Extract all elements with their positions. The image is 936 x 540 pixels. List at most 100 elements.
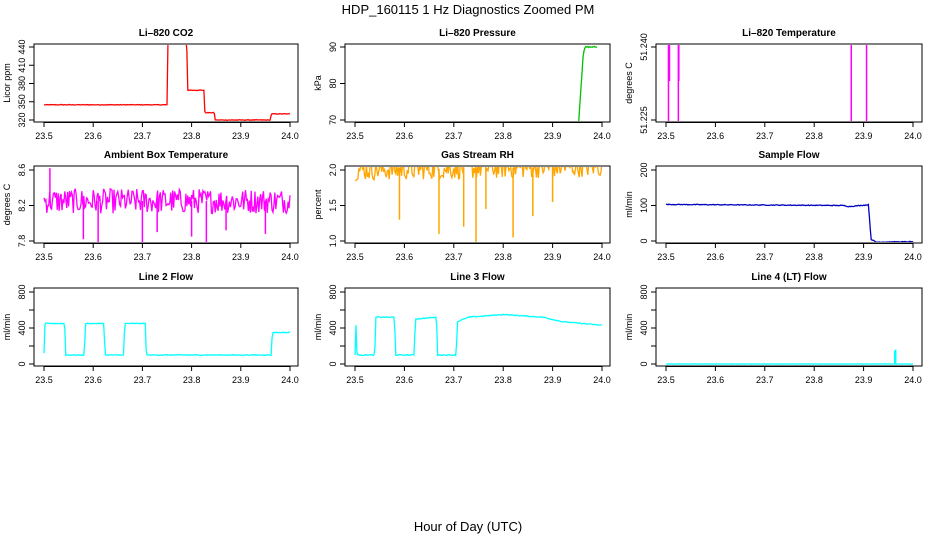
series-line bbox=[43, 322, 291, 357]
y-axis-label: ml/min bbox=[2, 314, 12, 341]
x-tick-label: 24.0 bbox=[593, 131, 611, 141]
series-line bbox=[354, 313, 603, 357]
series-line bbox=[354, 167, 603, 182]
x-tick-label: 24.0 bbox=[281, 131, 299, 141]
panel-title: Line 2 Flow bbox=[139, 272, 194, 283]
panel-title: Sample Flow bbox=[758, 150, 819, 161]
x-tick-label: 23.6 bbox=[707, 252, 725, 262]
y-tick-label: 90 bbox=[328, 42, 338, 52]
x-tick-label: 23.7 bbox=[756, 252, 774, 262]
y-tick-label: 0 bbox=[328, 361, 338, 366]
panel-title: Li–820 Temperature bbox=[742, 28, 836, 39]
y-axis-label: kPa bbox=[313, 75, 323, 91]
x-tick-label: 23.5 bbox=[346, 131, 364, 141]
y-tick-label: 80 bbox=[328, 78, 338, 88]
x-tick-label: 23.8 bbox=[805, 131, 823, 141]
series-line bbox=[665, 203, 914, 242]
x-tick-label: 23.6 bbox=[396, 252, 414, 262]
y-tick-label: 70 bbox=[328, 115, 338, 125]
x-tick-label: 23.7 bbox=[756, 131, 774, 141]
y-tick-label: 410 bbox=[17, 58, 27, 73]
x-tick-label: 23.5 bbox=[346, 375, 364, 385]
figure-x-label: Hour of Day (UTC) bbox=[414, 519, 522, 534]
series-line bbox=[43, 186, 291, 215]
figure-title: HDP_160115 1 Hz Diagnostics Zoomed PM bbox=[342, 2, 595, 17]
panel-8: Line 3 Flow ml/min 23.5 23.6 23.7 23.8 23.9 24.… bbox=[313, 272, 611, 385]
y-tick-label: 0 bbox=[639, 361, 649, 366]
x-tick-label: 23.9 bbox=[855, 252, 873, 262]
x-tick-label: 23.5 bbox=[35, 131, 53, 141]
panel-5: Gas Stream RH percent 23.5 23.6 23.7 23.8 23.9… bbox=[313, 150, 611, 262]
y-axis-label: percent bbox=[313, 189, 323, 220]
series-line bbox=[43, 45, 291, 121]
x-tick-label: 23.7 bbox=[134, 131, 152, 141]
y-tick-label: 400 bbox=[17, 320, 27, 335]
panel-4: Ambient Box Temperature degrees C 23.5 23.6… bbox=[2, 150, 299, 262]
panel-title: Line 3 Flow bbox=[450, 272, 505, 283]
x-tick-label: 23.9 bbox=[855, 375, 873, 385]
x-tick-label: 23.5 bbox=[35, 375, 53, 385]
y-tick-label: 380 bbox=[17, 76, 27, 91]
x-tick-label: 23.9 bbox=[855, 131, 873, 141]
y-tick-label: 1.5 bbox=[328, 199, 338, 212]
x-tick-label: 23.9 bbox=[232, 375, 250, 385]
y-tick-label: 400 bbox=[639, 320, 649, 335]
x-tick-label: 23.7 bbox=[445, 375, 463, 385]
y-tick-label: 440 bbox=[17, 39, 27, 54]
x-tick-label: 23.9 bbox=[232, 131, 250, 141]
panel-7: Line 2 Flow ml/min 23.5 23.6 23.7 23.8 23.9 24.… bbox=[2, 272, 299, 385]
x-tick-label: 24.0 bbox=[281, 375, 299, 385]
x-tick-label: 24.0 bbox=[281, 252, 299, 262]
x-tick-label: 23.8 bbox=[805, 252, 823, 262]
panel-title: Gas Stream RH bbox=[441, 150, 514, 161]
x-tick-label: 23.7 bbox=[445, 252, 463, 262]
x-tick-label: 24.0 bbox=[593, 252, 611, 262]
plot-frame bbox=[655, 287, 923, 367]
x-tick-label: 23.6 bbox=[396, 375, 414, 385]
panel-3: Li–820 Temperature degrees C 23.5 23.6 23.7 2… bbox=[624, 28, 923, 141]
y-tick-label: 800 bbox=[639, 284, 649, 299]
y-tick-label: 800 bbox=[17, 284, 27, 299]
panel-1: Li–820 CO2 Licor ppm 23.5 23.6 23.7 23.8 23.9 2… bbox=[2, 28, 299, 141]
x-tick-label: 23.6 bbox=[707, 131, 725, 141]
x-tick-label: 23.6 bbox=[707, 375, 725, 385]
x-tick-label: 23.7 bbox=[134, 375, 152, 385]
y-tick-label: 100 bbox=[639, 198, 649, 213]
y-tick-label: 8.6 bbox=[17, 164, 27, 177]
y-tick-label: 0 bbox=[639, 238, 649, 243]
y-tick-label: 200 bbox=[639, 162, 649, 177]
plot-frame bbox=[344, 43, 611, 123]
x-tick-label: 23.7 bbox=[134, 252, 152, 262]
series-line bbox=[578, 45, 598, 121]
x-tick-label: 23.6 bbox=[396, 131, 414, 141]
panel-title: Line 4 (LT) Flow bbox=[751, 272, 827, 283]
y-tick-label: 400 bbox=[328, 320, 338, 335]
x-tick-label: 23.9 bbox=[544, 131, 562, 141]
x-tick-label: 23.7 bbox=[445, 131, 463, 141]
panel-2: Li–820 Pressure kPa 23.5 23.6 23.7 23.8 23.9 24… bbox=[313, 28, 611, 141]
x-tick-label: 23.5 bbox=[657, 375, 675, 385]
plot-frame bbox=[33, 43, 299, 123]
panel-title: Ambient Box Temperature bbox=[104, 150, 229, 161]
y-axis-label: ml/min bbox=[624, 314, 634, 341]
x-tick-label: 23.5 bbox=[35, 252, 53, 262]
y-tick-label: 1.0 bbox=[328, 235, 338, 248]
y-tick-label: 800 bbox=[328, 284, 338, 299]
x-tick-label: 23.5 bbox=[657, 252, 675, 262]
x-tick-label: 23.9 bbox=[232, 252, 250, 262]
y-axis-label: degrees C bbox=[624, 62, 634, 104]
x-tick-label: 23.7 bbox=[756, 375, 774, 385]
panel-9: Line 4 (LT) Flow ml/min 23.5 23.6 23.7 23.8 23… bbox=[624, 272, 923, 385]
y-axis-label: ml/min bbox=[624, 191, 634, 218]
x-tick-label: 23.8 bbox=[494, 375, 512, 385]
x-tick-label: 23.8 bbox=[494, 131, 512, 141]
x-tick-label: 24.0 bbox=[904, 375, 922, 385]
x-tick-label: 24.0 bbox=[904, 131, 922, 141]
y-tick-label: 8.2 bbox=[17, 199, 27, 212]
y-axis-label: Licor ppm bbox=[2, 63, 12, 103]
y-axis-label: ml/min bbox=[313, 314, 323, 341]
plot-frame bbox=[655, 43, 923, 123]
y-tick-label: 51.225 bbox=[639, 106, 649, 134]
y-tick-label: 2.0 bbox=[328, 164, 338, 177]
plot-frame bbox=[344, 287, 611, 367]
